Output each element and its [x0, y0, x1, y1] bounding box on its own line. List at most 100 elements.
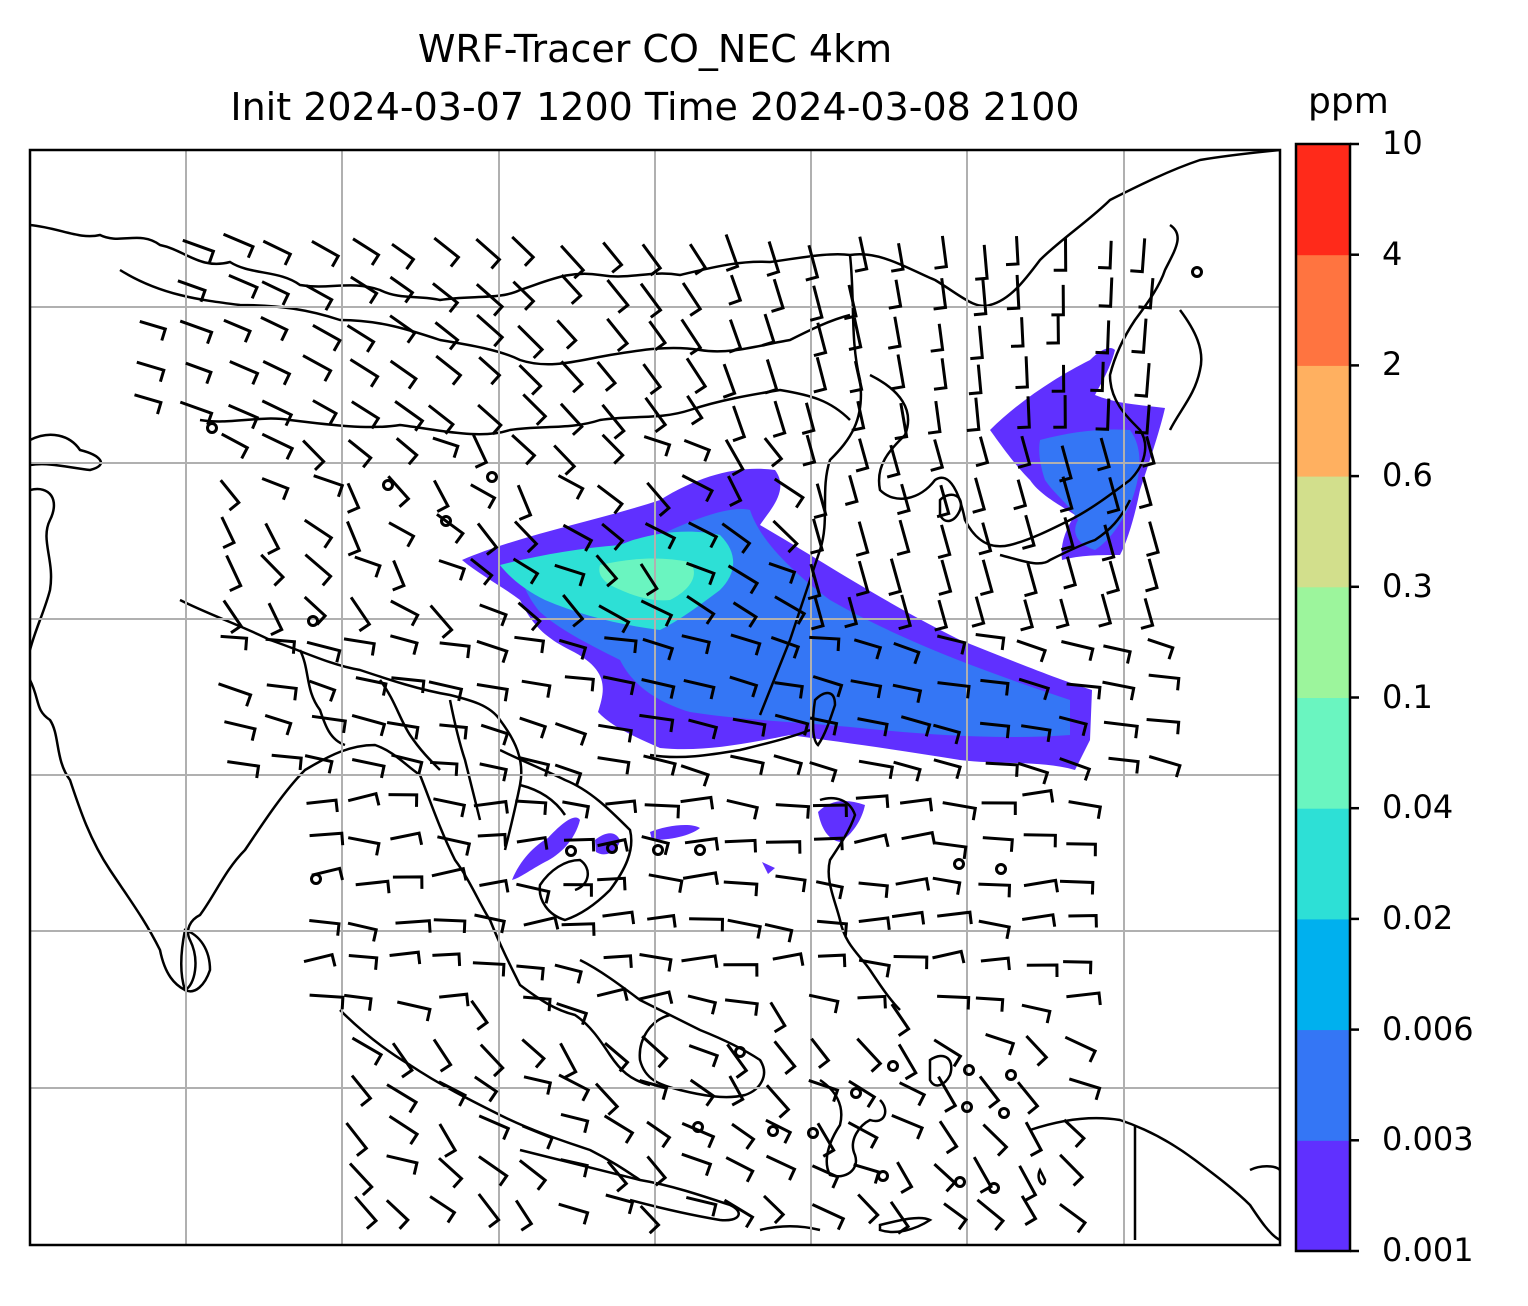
- wind-barb: [523, 1075, 553, 1095]
- wind-barb: [354, 555, 382, 578]
- wind-barb: [311, 866, 344, 881]
- wind-barb: [978, 919, 1011, 940]
- wind-barb: [177, 279, 207, 303]
- wind-barb: [968, 364, 983, 396]
- wind-barb: [560, 1158, 589, 1178]
- wind-barb: [639, 1204, 661, 1235]
- wind-barb: [477, 403, 503, 436]
- wind-barb: [775, 803, 811, 819]
- wind-barb: [433, 236, 461, 268]
- wind-barb: [933, 1162, 957, 1193]
- wind-barb: [857, 717, 889, 737]
- wind-barb: [348, 1162, 374, 1197]
- wind-barb: [858, 958, 891, 978]
- wind-barb: [521, 1124, 555, 1150]
- wind-barb: [723, 963, 759, 977]
- wind-barb: [309, 993, 345, 1010]
- wind-barb: [1134, 404, 1151, 435]
- wind-barb: [478, 1155, 509, 1187]
- wind-barb: [564, 675, 595, 692]
- wind-barb: [220, 634, 249, 651]
- wind-barb: [1148, 755, 1182, 778]
- wind-barb: [980, 678, 1010, 696]
- wind-barb: [351, 758, 386, 779]
- wind-barb: [644, 396, 668, 434]
- wind-barb: [311, 714, 347, 734]
- wind-barb: [726, 1043, 749, 1079]
- wind-barb: [680, 795, 715, 810]
- wind-barb: [394, 400, 425, 432]
- wind-barb: [218, 682, 253, 707]
- wind-barb: [893, 641, 921, 665]
- coastlines: [30, 150, 1280, 1242]
- wind-barb: [185, 361, 213, 385]
- wind-barb: [515, 799, 548, 815]
- wind-barb: [1024, 1121, 1044, 1158]
- calm-wind-marker: [963, 1064, 975, 1076]
- wind-barb: [936, 634, 967, 655]
- wind-barb: [894, 402, 909, 441]
- wind-barb: [772, 952, 805, 966]
- wind-barb: [1146, 521, 1160, 557]
- wind-barb: [514, 635, 546, 654]
- wind-barb: [436, 513, 465, 544]
- wind-barb: [479, 1043, 505, 1078]
- wind-barb: [428, 680, 464, 702]
- wind-barb: [729, 675, 759, 698]
- wind-barb: [602, 910, 636, 925]
- wind-barb: [765, 1154, 797, 1181]
- wind-barb: [344, 993, 373, 1011]
- wind-barb: [438, 1080, 468, 1107]
- wind-barb: [644, 803, 681, 819]
- wind-barb: [595, 554, 619, 588]
- wind-barb: [477, 832, 507, 847]
- wind-barb: [731, 1122, 756, 1150]
- wind-barb: [1022, 788, 1055, 803]
- wind-barb: [434, 321, 460, 351]
- wind-barb: [349, 596, 372, 633]
- wind-barb: [354, 1195, 379, 1230]
- wind-barb: [724, 439, 745, 477]
- wind-barb: [985, 1032, 1016, 1056]
- wind-barb: [309, 919, 341, 936]
- wind-barb: [1138, 277, 1155, 310]
- wind-barb: [261, 280, 291, 306]
- wind-barb: [228, 403, 260, 430]
- wind-barb: [816, 919, 849, 936]
- wind-barb: [888, 558, 903, 596]
- wind-barb: [220, 432, 250, 460]
- wind-barb: [1064, 1035, 1098, 1063]
- wind-barb: [844, 474, 859, 506]
- calm-wind-marker: [1005, 1069, 1017, 1081]
- wind-barb: [730, 633, 762, 656]
- wind-barb: [222, 232, 255, 259]
- wind-barb: [518, 364, 543, 396]
- wind-barb: [1063, 556, 1078, 590]
- wind-barb: [773, 754, 804, 776]
- wind-barb: [514, 1199, 534, 1232]
- wind-barb: [261, 432, 295, 460]
- wind-barb: [646, 1120, 672, 1149]
- wind-barb: [355, 676, 388, 696]
- wind-barb: [897, 483, 911, 516]
- wind-barb: [603, 1114, 635, 1144]
- wind-barb: [473, 799, 509, 814]
- wind-barb: [1046, 314, 1060, 345]
- wind-barb: [387, 475, 411, 508]
- wind-barb: [1095, 398, 1111, 431]
- wind-barb: [765, 1084, 791, 1119]
- wind-barb: [686, 394, 704, 426]
- colorbar-segment: [1296, 1140, 1350, 1252]
- wind-barb: [1005, 236, 1020, 267]
- wind-barb: [261, 399, 294, 427]
- wind-barb: [596, 361, 618, 392]
- wind-barb: [855, 438, 870, 473]
- calm-wind-marker: [694, 844, 706, 856]
- wind-barb: [224, 720, 257, 741]
- calm-wind-marker: [307, 615, 319, 627]
- wind-barb: [646, 481, 672, 517]
- wind-barb: [1134, 362, 1151, 398]
- wind-barb: [1024, 562, 1038, 598]
- wind-barb: [134, 393, 163, 415]
